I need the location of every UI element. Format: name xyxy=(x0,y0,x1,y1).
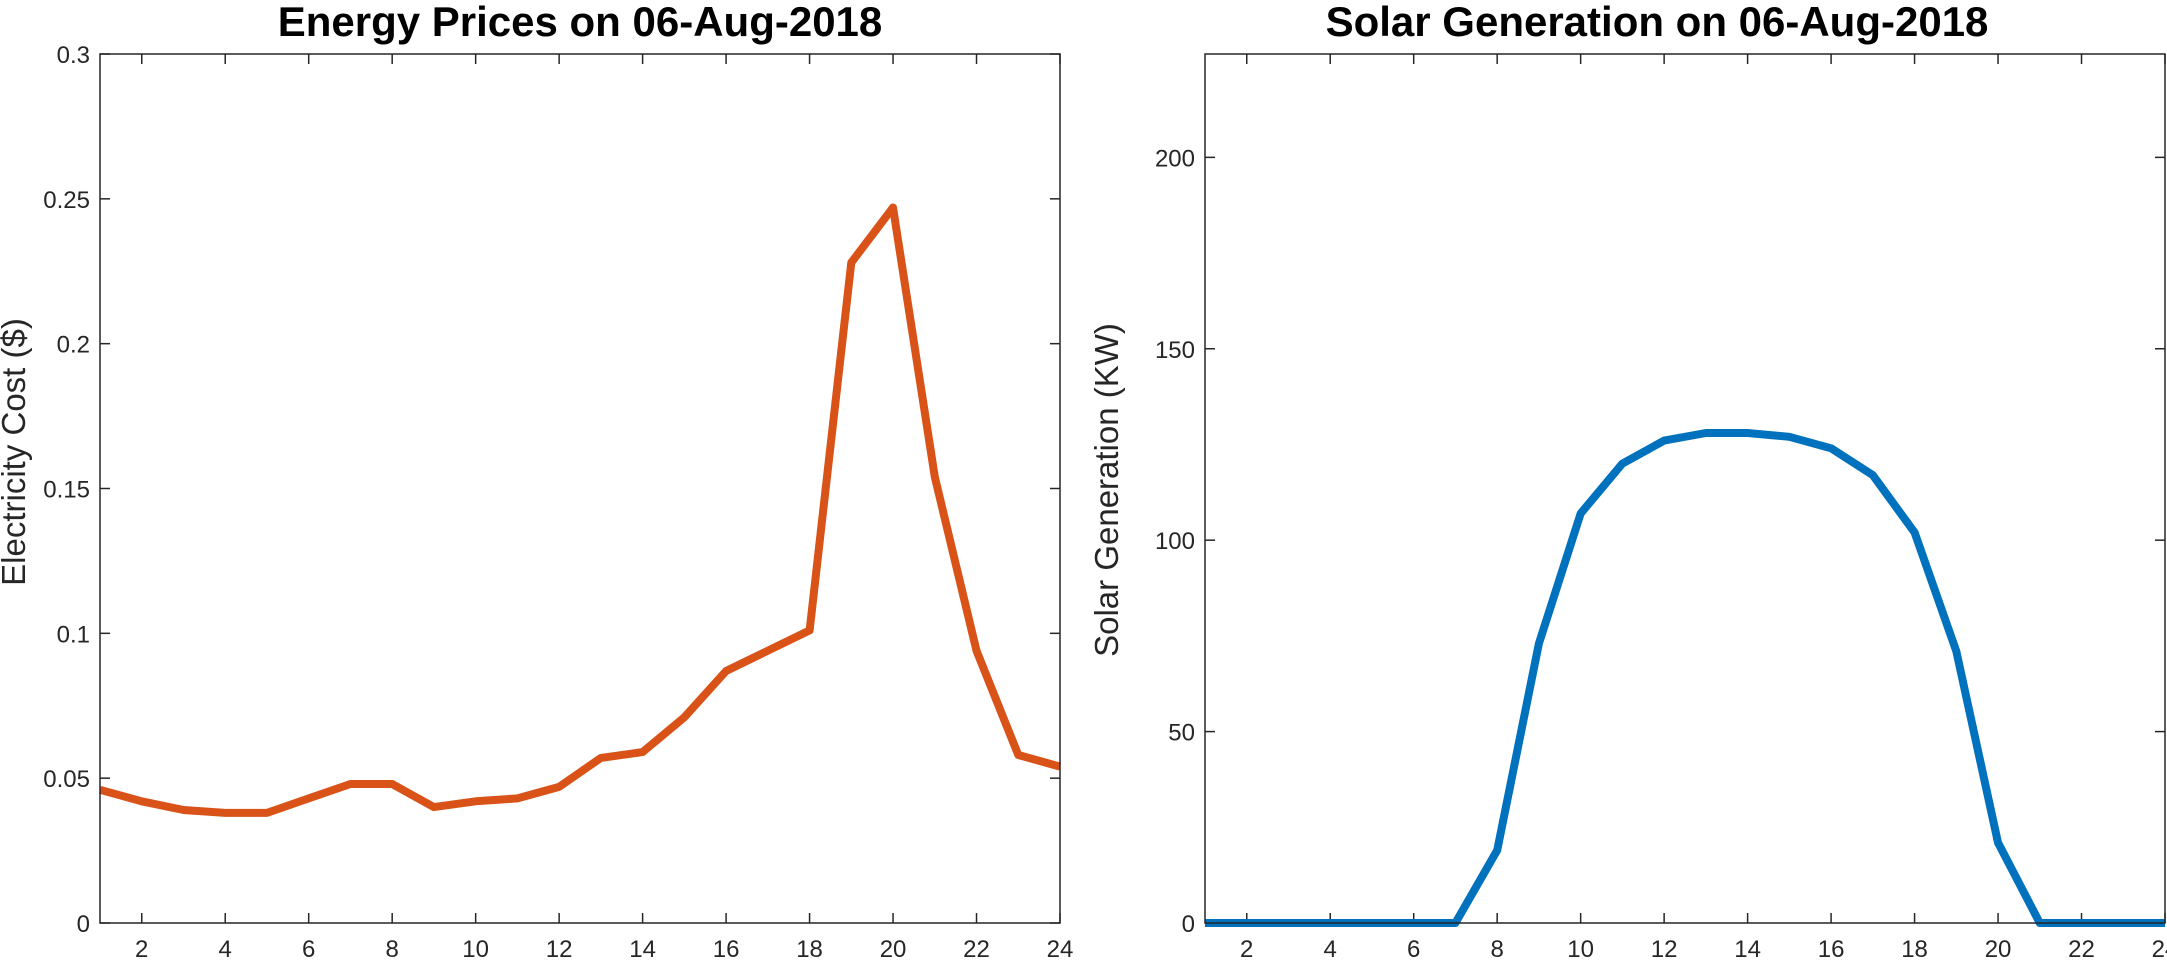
y-tick-label: 200 xyxy=(1155,145,1195,172)
y-tick-label: 0 xyxy=(77,911,90,938)
x-tick-label: 2 xyxy=(135,936,148,963)
marks-group xyxy=(98,203,1062,817)
solar-generation-chart: Solar Generation on 06-Aug-2018 Solar Ge… xyxy=(1088,0,2167,963)
x-tick-label: 8 xyxy=(1490,936,1503,963)
x-tick-label: 2 xyxy=(1240,936,1253,963)
y-tick-label: 0 xyxy=(1182,911,1195,938)
y-tick-label: 0.2 xyxy=(57,332,90,359)
x-tick-label: 20 xyxy=(880,936,907,963)
y-tick-label: 0.05 xyxy=(43,766,90,793)
chart-title: Energy Prices on 06-Aug-2018 xyxy=(278,0,883,45)
axes-box xyxy=(1204,53,2166,924)
x-tick-label: 22 xyxy=(2068,936,2095,963)
x-tick-label: 8 xyxy=(385,936,398,963)
y-axis-label: Electricity Cost ($) xyxy=(0,318,32,586)
x-tick-label: 24 xyxy=(2152,936,2167,963)
x-tick-label: 10 xyxy=(462,936,489,963)
x-tick-label: 24 xyxy=(1047,936,1074,963)
x-tick-label: 18 xyxy=(1901,936,1928,963)
x-tick-label: 4 xyxy=(219,936,232,963)
x-tick-label: 14 xyxy=(1734,936,1761,963)
y-tick-label: 150 xyxy=(1155,337,1195,364)
x-tick-label: 18 xyxy=(796,936,823,963)
series-line xyxy=(1205,429,2165,927)
x-tick-label: 16 xyxy=(713,936,740,963)
x-tick-label: 12 xyxy=(1651,936,1678,963)
x-tick-label: 20 xyxy=(1985,936,2012,963)
energy-prices-chart: Energy Prices on 06-Aug-2018 Electricity… xyxy=(0,0,1073,963)
y-tick-label: 100 xyxy=(1155,528,1195,555)
x-tick-label: 16 xyxy=(1818,936,1845,963)
ticks-group: 2 4 6 8 10 12 14 16 18 20 22 2400.050.10.150.20.250… xyxy=(43,42,1073,963)
y-tick-label: 0.25 xyxy=(43,187,90,214)
x-tick-label: 12 xyxy=(546,936,573,963)
x-tick-label: 6 xyxy=(302,936,315,963)
x-tick-label: 14 xyxy=(629,936,656,963)
marks-group xyxy=(1204,429,2166,927)
y-axis-label: Solar Generation (KW) xyxy=(1088,323,1125,657)
y-tick-label: 0.1 xyxy=(57,621,90,648)
x-tick-label: 22 xyxy=(963,936,990,963)
ticks-group: 24681012141618202224050100150200 xyxy=(1155,54,2167,963)
chart-title: Solar Generation on 06-Aug-2018 xyxy=(1326,0,1989,45)
x-tick-label: 10 xyxy=(1567,936,1594,963)
y-tick-label: 50 xyxy=(1168,720,1195,747)
axes-box xyxy=(99,53,1061,924)
y-tick-label: 0.15 xyxy=(43,477,90,504)
series-line xyxy=(98,203,1062,817)
x-tick-label: 6 xyxy=(1407,936,1420,963)
x-tick-label: 4 xyxy=(1324,936,1337,963)
y-tick-label: 0.3 xyxy=(57,42,90,69)
